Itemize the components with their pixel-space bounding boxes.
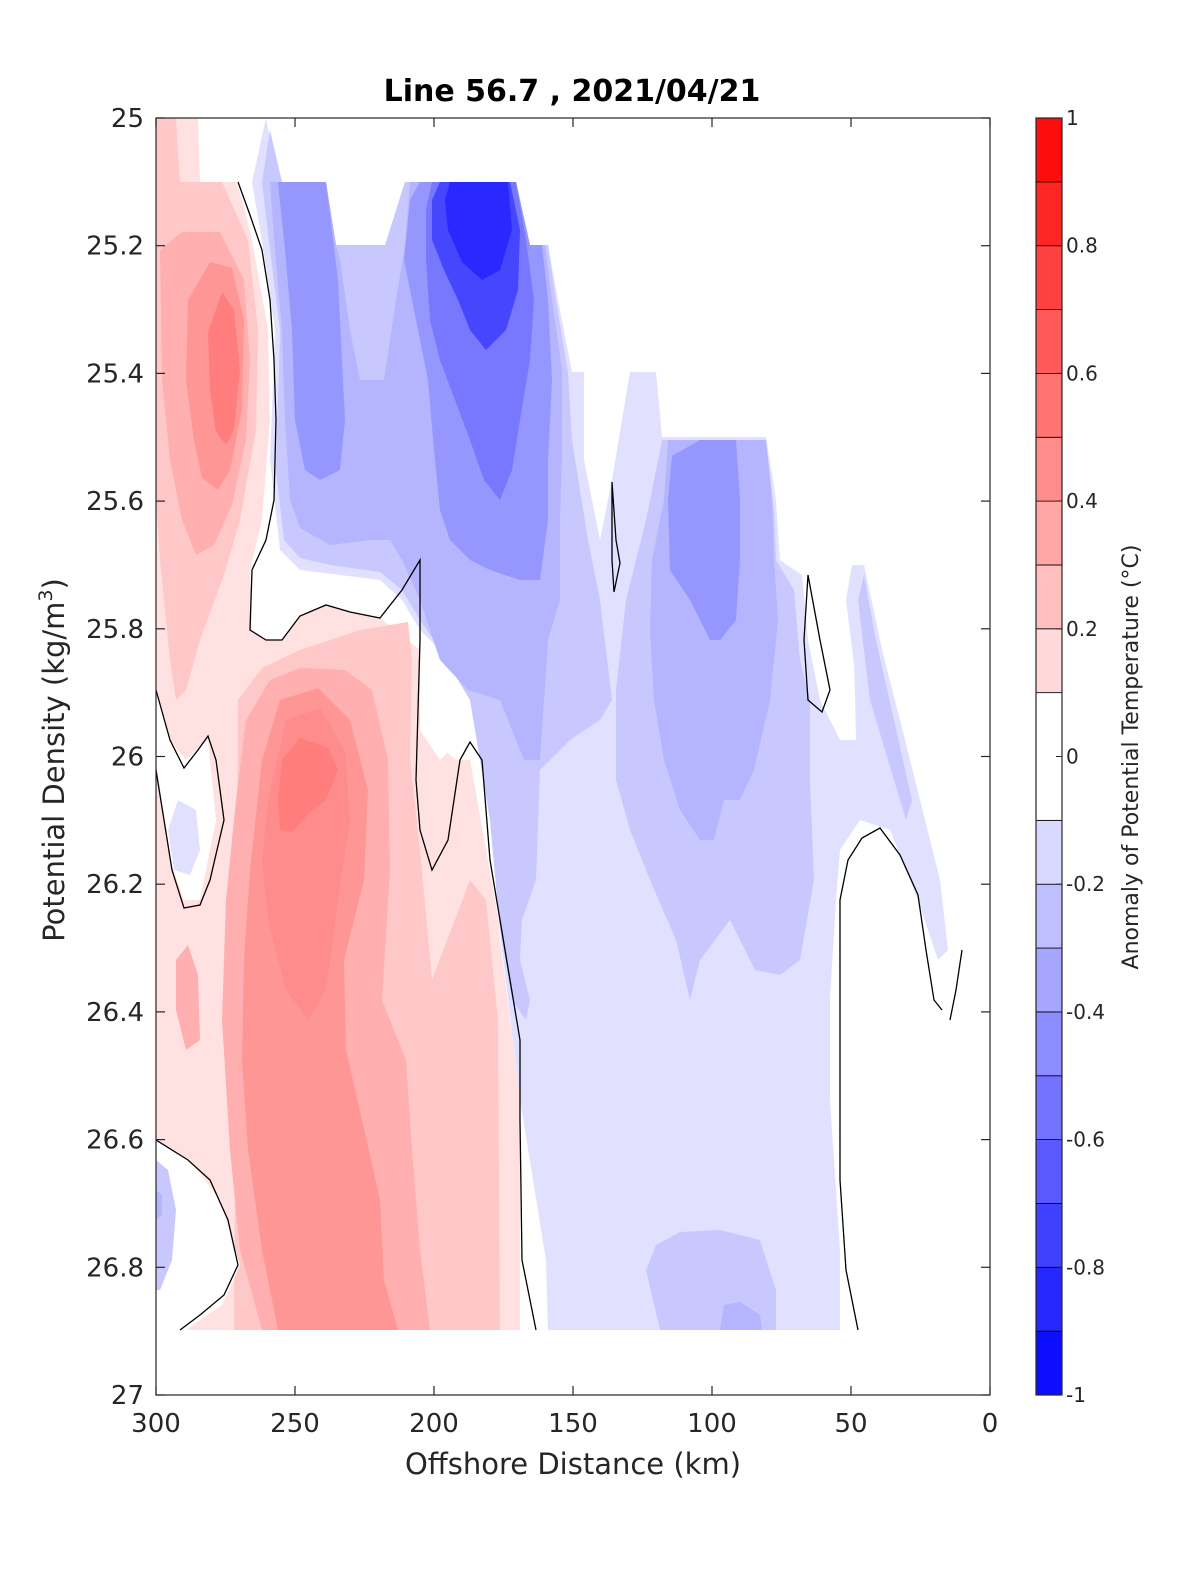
colorbar-label: Anomaly of Potential Temperature (°C) (1119, 545, 1144, 970)
x-tick-label: 150 (548, 1409, 598, 1439)
colorbar-tick-label: -0.2 (1066, 872, 1105, 896)
y-tick-label: 25.2 (86, 232, 144, 262)
y-tick-label: 26.2 (86, 870, 144, 900)
contour-fills (156, 118, 963, 1331)
contour-cold-0.4-east (668, 440, 740, 640)
colorbar-swatch (1035, 372, 1063, 438)
zero-contour-line-1 (237, 181, 537, 1331)
contour-warm-0.4-deep (305, 1165, 372, 1275)
x-tick-label: 200 (409, 1409, 459, 1439)
x-tick-label: 100 (687, 1409, 737, 1439)
colorbar-tick-label: 0.8 (1066, 234, 1098, 258)
chart-title: Line 56.7 , 2021/04/21 (384, 74, 761, 109)
colorbar-tick-label: 0.2 (1066, 617, 1098, 641)
contour-cold-0.3-deep (720, 1302, 762, 1330)
colorbar-swatch (1035, 1203, 1063, 1268)
contour-cold-0.3-westdeep (156, 1190, 162, 1220)
y-tick-label: 25.8 (86, 615, 144, 645)
x-axis-label: Offshore Distance (km) (405, 1447, 741, 1481)
colorbar-tick-label: -0.8 (1066, 1255, 1105, 1279)
colorbar-swatch (1035, 245, 1063, 310)
x-tick-label: 300 (131, 1409, 181, 1439)
contour-zero-east (838, 828, 945, 1330)
colorbar-swatch (1035, 500, 1063, 566)
colorbar-swatch (1035, 883, 1063, 949)
colorbar-swatch (1035, 309, 1063, 374)
y-tick-label: 26.8 (86, 1253, 144, 1283)
zero-contour-line-3 (156, 1139, 239, 1331)
colorbar-tick-label: -0.4 (1066, 1000, 1105, 1024)
colorbar-tick-label: 0.4 (1066, 489, 1098, 513)
contour-cold-0.2-east-strip (858, 575, 912, 820)
contour-warm-0.5-central (278, 738, 338, 832)
x-tick-label: 250 (270, 1409, 320, 1439)
colorbar-swatch (1035, 1075, 1063, 1140)
x-tick-label: 50 (834, 1409, 867, 1439)
colorbar-tick-label: 0 (1066, 745, 1079, 769)
contour-warm-0.3-west (176, 945, 200, 1050)
colorbar-swatch (1035, 117, 1063, 183)
contour-zero-west-2 (156, 1140, 240, 1330)
y-axis-label-main: Potential Density (kg/m (37, 602, 71, 942)
y-tick-label: 25.6 (86, 487, 144, 517)
y-tick-label: 26 (111, 743, 144, 773)
zero-contour-line-5 (803, 574, 831, 714)
zero-contour-line-7 (949, 949, 963, 1021)
colorbar-swatch (1035, 564, 1063, 630)
y-axis-label: Potential Density (kg/m3) (35, 578, 71, 942)
colorbar-tick-label: 0.6 (1066, 361, 1098, 385)
colorbar-tick-label: -1 (1066, 1383, 1086, 1407)
colorbar-swatch (1035, 628, 1063, 694)
colorbar-swatch (1035, 181, 1063, 247)
colorbar-swatch (1035, 947, 1063, 1013)
y-tick-label: 25 (111, 104, 144, 134)
contour-warm-0.5-upper (208, 292, 240, 445)
y-tick-label: 25.4 (86, 359, 144, 389)
y-tick-label: 27 (111, 1381, 144, 1411)
x-tick-label: 0 (982, 1409, 999, 1439)
colorbar-tick-label: -0.6 (1066, 1128, 1105, 1152)
contour-cold-0.2-westdeep (156, 1160, 176, 1290)
colorbar-swatch (1035, 1330, 1063, 1396)
colorbar-swatch (1035, 1139, 1063, 1204)
y-tick-label: 26.6 (86, 1126, 144, 1156)
colorbar-swatch (1035, 436, 1063, 502)
y-axis-label-superscript: 3 (35, 589, 57, 601)
y-tick-label: 26.4 (86, 998, 144, 1028)
contour-cold-0.1-west (168, 800, 200, 875)
contour-cold-0.4-central (278, 182, 345, 480)
contour-cold-0.7-central (445, 182, 512, 280)
plot-axes: 300 250 200 150 100 50 0 25 25.2 25.4 25.6 25.8 26 26… (86, 104, 998, 1439)
zero-contour-line-6 (839, 827, 943, 1331)
colorbar-tick-label: 1 (1066, 106, 1079, 130)
colorbar-swatch (1035, 1266, 1063, 1332)
colorbar-swatch (1035, 819, 1063, 885)
zero-contour-line-2 (156, 689, 225, 909)
colorbar-swatch (1035, 1011, 1063, 1077)
zero-contour-lines (156, 181, 963, 1331)
y-axis-label-close: ) (37, 578, 71, 589)
zero-contour-line-4 (611, 481, 621, 593)
colorbar: 1 0.8 0.6 0.4 0.2 0 -0.2 -0.4 -0.6 -0.8 -1 (1035, 106, 1105, 1407)
